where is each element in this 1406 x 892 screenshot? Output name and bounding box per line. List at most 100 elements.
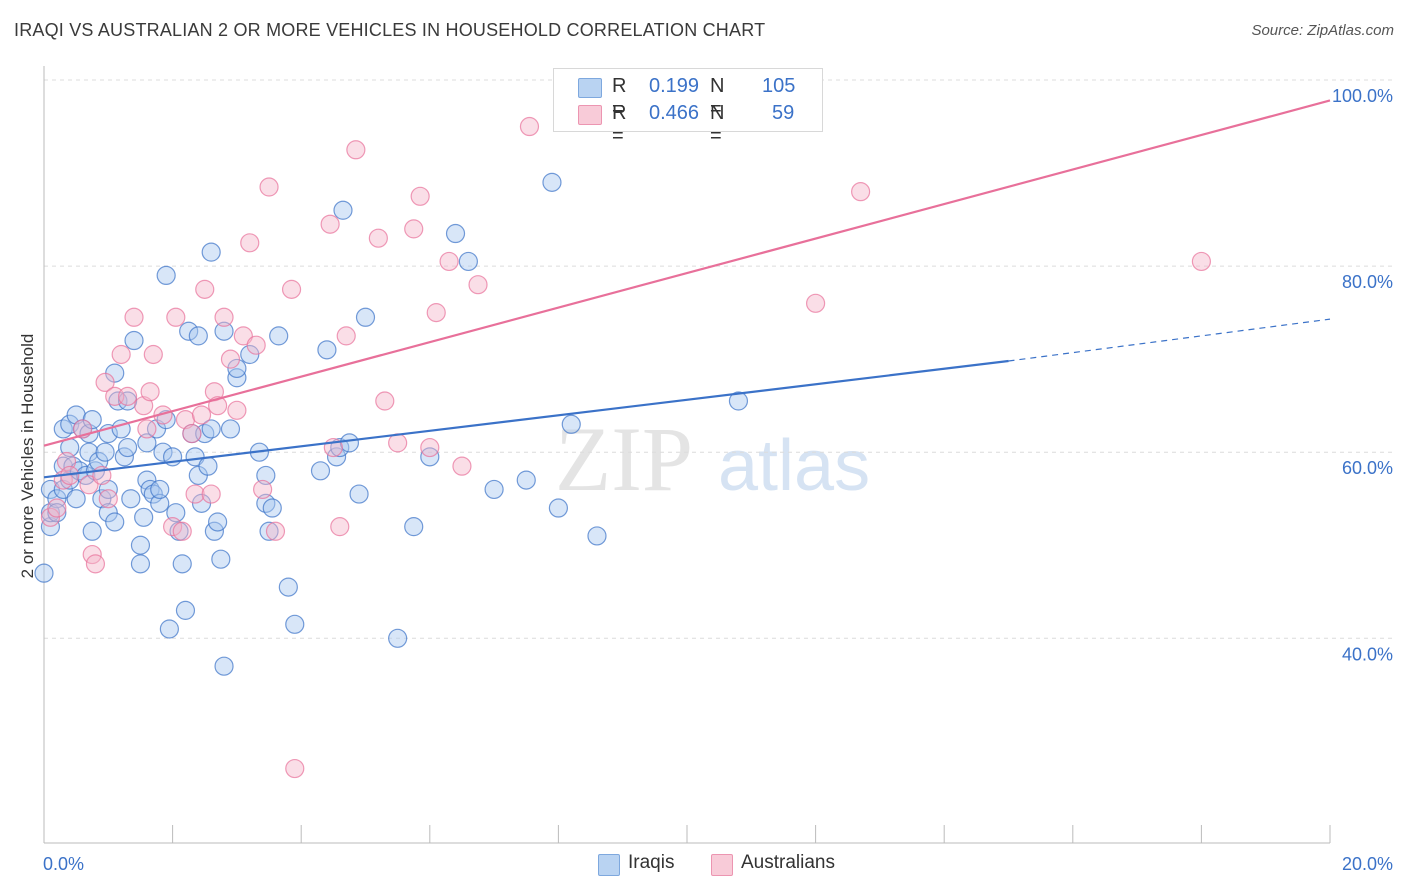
point-australians <box>195 279 215 299</box>
point-australians <box>253 479 273 500</box>
point-australians <box>410 186 430 206</box>
point-iraqis <box>278 577 298 597</box>
correlation-legend: R = 0.199 N = 105 R = 0.466 N = 59 <box>553 68 823 147</box>
point-iraqis <box>130 554 151 574</box>
point-australians <box>163 517 183 537</box>
point-australians <box>346 140 366 160</box>
point-australians <box>47 498 67 518</box>
point-australians <box>426 303 446 323</box>
point-iraqis <box>82 521 102 541</box>
legend-n-value: 105 <box>762 75 796 97</box>
legend-r-label: R = <box>612 102 627 147</box>
point-iraqis <box>92 489 112 509</box>
point-iraqis <box>333 200 353 220</box>
point-australians <box>134 396 154 416</box>
bottom-legend-swatch-australians <box>711 854 733 876</box>
point-iraqis <box>208 512 228 532</box>
point-australians <box>265 521 286 541</box>
point-iraqis <box>339 433 360 453</box>
point-iraqis <box>240 344 260 365</box>
y-tick-label: 40.0% <box>1342 644 1393 664</box>
point-iraqis <box>587 526 607 546</box>
point-australians <box>368 228 388 248</box>
watermark-zip: ZIP <box>555 408 693 510</box>
legend-n-value: 59 <box>772 102 795 124</box>
point-australians <box>124 307 144 327</box>
point-australians <box>185 484 205 504</box>
point-iraqis <box>262 498 282 518</box>
point-iraqis <box>220 419 241 439</box>
point-australians <box>330 517 350 537</box>
point-iraqis <box>227 358 247 379</box>
point-iraqis <box>201 419 221 439</box>
point-iraqis <box>105 512 125 532</box>
bottom-legend-label-australians: Australians <box>741 852 835 873</box>
point-australians <box>259 177 279 197</box>
point-australians <box>95 372 115 393</box>
point-iraqis <box>159 619 179 639</box>
point-iraqis <box>179 321 199 341</box>
x-tick-label: 20.0% <box>1342 854 1393 874</box>
point-iraqis <box>548 498 569 518</box>
point-australians <box>140 382 160 402</box>
y-tick-label: 60.0% <box>1342 458 1393 478</box>
point-iraqis <box>445 223 466 244</box>
point-iraqis <box>198 456 218 476</box>
chart-title: IRAQI VS AUSTRALIAN 2 OR MORE VEHICLES I… <box>14 20 766 40</box>
point-australians <box>320 214 340 234</box>
point-iraqis <box>349 484 369 504</box>
point-iraqis <box>388 628 408 648</box>
point-iraqis <box>211 549 231 569</box>
point-australians <box>117 386 138 406</box>
point-iraqis <box>121 489 141 509</box>
trendline-australians <box>43 99 1331 447</box>
y-tick-label: 100.0% <box>1332 86 1393 106</box>
legend-r-label: R = <box>612 75 627 120</box>
point-australians <box>220 349 241 369</box>
trendline-extension-iraqis <box>1008 318 1331 362</box>
point-iraqis <box>34 563 54 583</box>
point-iraqis <box>137 433 157 453</box>
point-australians <box>143 344 163 365</box>
point-iraqis <box>259 521 279 541</box>
point-iraqis <box>458 251 478 272</box>
y-tick-label: 80.0% <box>1342 272 1393 292</box>
point-australians <box>240 233 260 253</box>
point-iraqis <box>404 517 424 537</box>
point-australians <box>172 521 192 541</box>
point-australians <box>85 554 106 574</box>
x-tick-label: 0.0% <box>43 854 84 874</box>
legend-r-value: 0.199 <box>649 75 700 97</box>
point-australians <box>40 507 61 527</box>
point-australians <box>111 344 131 365</box>
point-iraqis <box>188 326 208 346</box>
point-iraqis <box>185 447 205 467</box>
point-australians <box>388 433 408 453</box>
point-australians <box>851 182 871 202</box>
point-iraqis <box>175 600 196 620</box>
point-iraqis <box>117 437 138 458</box>
point-iraqis <box>269 326 289 346</box>
legend-n-label: N = <box>710 102 725 147</box>
point-australians <box>79 475 99 495</box>
point-australians <box>191 405 212 425</box>
bottom-legend-swatch-iraqis <box>598 854 620 876</box>
point-australians <box>281 279 302 299</box>
point-australians <box>153 405 173 425</box>
point-australians <box>404 219 424 239</box>
point-iraqis <box>728 391 749 411</box>
point-iraqis <box>130 535 151 555</box>
point-australians <box>227 400 247 420</box>
legend-swatch-australians <box>578 105 602 125</box>
point-australians <box>336 326 356 346</box>
point-australians <box>182 423 202 444</box>
point-australians <box>98 489 118 509</box>
legend-n-label: N = <box>710 75 725 120</box>
point-iraqis <box>516 470 536 490</box>
point-australians <box>439 251 459 272</box>
point-iraqis <box>201 242 221 262</box>
point-australians <box>233 326 253 346</box>
point-iraqis <box>153 442 173 462</box>
trendline-iraqis <box>43 359 1009 479</box>
